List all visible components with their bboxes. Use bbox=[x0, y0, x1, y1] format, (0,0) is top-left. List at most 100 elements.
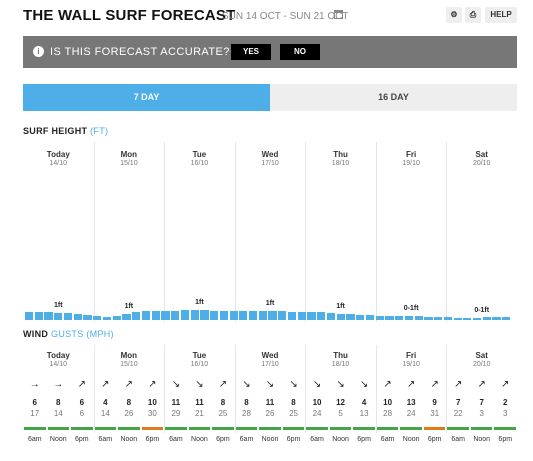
wind-gust: 14 bbox=[100, 409, 110, 418]
wind-time-label: 6am bbox=[239, 436, 254, 443]
surf-bar bbox=[278, 311, 287, 320]
surf-day-date: 18/10 bbox=[331, 160, 350, 167]
surf-bar bbox=[317, 311, 326, 320]
yes-button[interactable]: YES bbox=[231, 44, 271, 60]
wind-rating-bar bbox=[212, 427, 234, 430]
surf-bar bbox=[356, 314, 365, 320]
surf-bar bbox=[404, 316, 414, 320]
surf-bar bbox=[424, 317, 433, 320]
wind-gust: 28 bbox=[242, 409, 251, 418]
surf-bar bbox=[326, 312, 336, 320]
print-button[interactable]: ⎙ bbox=[465, 7, 481, 23]
surf-height-value: 1ft bbox=[195, 299, 204, 307]
wind-direction-arrow-icon: → bbox=[53, 379, 64, 390]
surf-bar bbox=[93, 315, 102, 320]
surf-bar bbox=[122, 313, 131, 320]
wind-time-label: Noon bbox=[120, 436, 138, 443]
wind-time-label: 6am bbox=[169, 436, 183, 443]
settings-button[interactable]: ⚙ bbox=[446, 7, 462, 23]
wind-time-label: 6pm bbox=[74, 436, 89, 443]
wind-rating-bar bbox=[470, 427, 493, 430]
wind-day-name: Sat bbox=[475, 351, 488, 360]
surf-bar bbox=[210, 311, 219, 320]
wind-rating-bar bbox=[376, 427, 399, 430]
help-button[interactable]: HELP bbox=[485, 7, 517, 23]
surf-bar bbox=[453, 318, 462, 320]
surf-bar bbox=[395, 316, 404, 320]
wind-time-label: 6pm bbox=[357, 436, 371, 443]
surf-bar bbox=[112, 315, 121, 320]
surf-bar bbox=[34, 311, 43, 320]
surf-bar bbox=[63, 312, 73, 320]
print-icon: ⎙ bbox=[469, 10, 477, 19]
wind-time-label: Noon bbox=[473, 436, 491, 443]
surf-bar bbox=[375, 315, 384, 320]
surf-height-value: 1ft bbox=[336, 302, 345, 310]
surf-day-name: Mon bbox=[120, 150, 138, 159]
wind-direction-arrow-icon: ↗ bbox=[101, 379, 110, 390]
wind-direction-arrow-icon: ↗ bbox=[406, 379, 416, 390]
wind-day-date: 15/10 bbox=[120, 361, 138, 368]
tab-7-day[interactable]: 7 DAY bbox=[23, 84, 270, 111]
wind-direction-arrow-icon: ↗ bbox=[430, 379, 439, 390]
surf-bar bbox=[365, 314, 375, 320]
day-divider bbox=[94, 345, 95, 433]
surf-bar bbox=[229, 311, 238, 320]
surf-height-value: 1ft bbox=[265, 300, 275, 307]
wind-gust: 28 bbox=[383, 409, 393, 418]
wind-rating-bar bbox=[24, 427, 46, 430]
wind-direction-arrow-icon: ↘ bbox=[171, 379, 181, 390]
wind-rating-bar bbox=[282, 427, 305, 430]
page-title: THE WALL SURF FORECAST bbox=[23, 7, 236, 24]
surf-bar bbox=[434, 317, 443, 320]
wind-speed: 8 bbox=[244, 398, 249, 407]
surf-bar bbox=[54, 312, 63, 320]
wind-rating-bar bbox=[447, 427, 469, 430]
wind-direction-arrow-icon: ↗ bbox=[218, 379, 228, 390]
wind-gust: 29 bbox=[171, 409, 181, 418]
wind-time-label: 6pm bbox=[427, 436, 442, 443]
wind-time-label: Noon bbox=[332, 436, 349, 443]
surf-bar bbox=[248, 311, 258, 320]
wind-speed: 10 bbox=[147, 398, 157, 407]
wind-speed: 7 bbox=[455, 398, 461, 407]
wind-direction-arrow-icon: ↘ bbox=[242, 379, 251, 390]
wind-rating-bar bbox=[423, 427, 446, 430]
day-divider bbox=[305, 142, 306, 322]
wind-day-date: 18/10 bbox=[331, 361, 350, 368]
wind-speed: 8 bbox=[56, 398, 61, 407]
wind-direction-arrow-icon: ↘ bbox=[336, 379, 345, 390]
wind-gust: 14 bbox=[53, 409, 63, 418]
wind-time-label: 6pm bbox=[145, 436, 160, 443]
surf-day-date: 17/10 bbox=[261, 160, 279, 167]
wind-day-name: Today bbox=[46, 351, 70, 360]
wind-time-label: Noon bbox=[402, 436, 420, 443]
wind-speed: 10 bbox=[312, 398, 322, 407]
surf-bar bbox=[190, 310, 199, 320]
wind-speed: 9 bbox=[432, 398, 437, 407]
calendar-icon[interactable] bbox=[334, 10, 343, 19]
no-button[interactable]: NO bbox=[280, 44, 320, 60]
surf-bar bbox=[151, 311, 160, 320]
wind-heading: WIND GUSTS (MPH) bbox=[23, 329, 114, 339]
surf-day-name: Thu bbox=[333, 150, 348, 159]
wind-day-name: Thu bbox=[333, 351, 348, 360]
surf-bar bbox=[385, 315, 394, 320]
wind-day-name: Fri bbox=[406, 351, 417, 360]
surf-day-name: Wed bbox=[261, 150, 279, 159]
wind-time-label: 6am bbox=[310, 436, 324, 443]
wind-time-label: 6pm bbox=[286, 436, 301, 443]
gear-icon: ⚙ bbox=[450, 10, 458, 19]
surf-bar bbox=[443, 317, 452, 320]
wind-gust: 13 bbox=[359, 409, 369, 418]
surf-day-date: 16/10 bbox=[190, 160, 209, 167]
wind-speed: 6 bbox=[32, 398, 37, 407]
wind-gust: 5 bbox=[338, 409, 343, 418]
surf-bar bbox=[44, 311, 53, 320]
wind-rating-bar bbox=[494, 427, 516, 430]
wind-gust: 21 bbox=[194, 409, 204, 418]
wind-speed: 13 bbox=[406, 398, 416, 407]
surf-day-date: 14/10 bbox=[49, 160, 68, 167]
tab-16-day[interactable]: 16 DAY bbox=[270, 84, 517, 111]
wind-direction-arrow-icon: ↗ bbox=[77, 379, 86, 390]
